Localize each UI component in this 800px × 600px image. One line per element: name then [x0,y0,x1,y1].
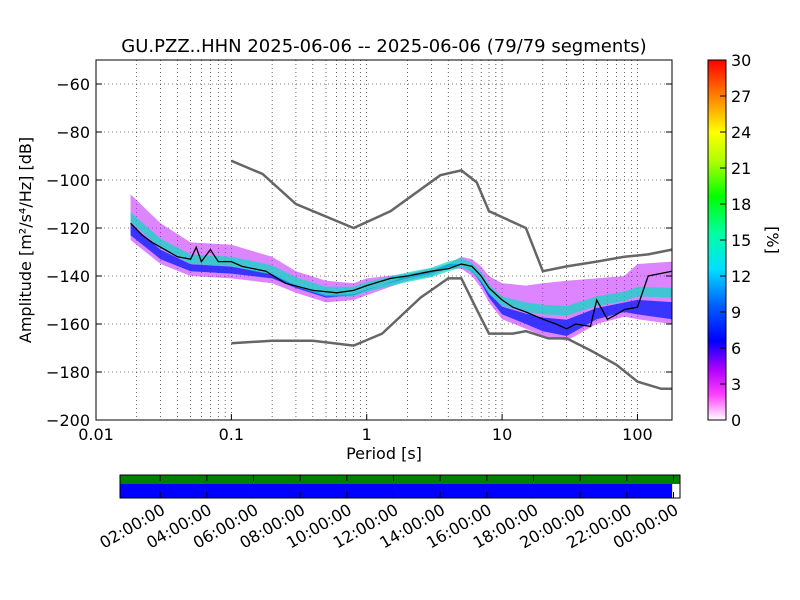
time-bar-frame [119,474,681,499]
x-tick-label: 1 [362,425,372,444]
x-tick-label: 10 [492,425,512,444]
colorbar-ticks: 0 3 6 9 12 15 18 21 24 27 30 [720,51,751,430]
x-tick-label: 0.01 [78,425,114,444]
x-tick-label: 0.1 [219,425,244,444]
colorbar-tick-label: 6 [731,339,741,358]
time-coverage-bar: 02:00:0004:00:0006:00:0008:00:0010:00:00… [96,474,682,552]
noise-model-line [230,159,673,273]
y-axis-label: Amplitude [m²/s⁴/Hz] [dB] [16,137,35,343]
noise-model-line [231,277,672,391]
colorbar-tick-label: 24 [731,123,751,142]
mean-psd-line [130,222,673,330]
y-tick-label: −160 [46,315,90,334]
colorbar: 0 3 6 9 12 15 18 21 24 27 30 [%] [707,51,782,430]
chart-title: GU.PZZ..HHN 2025-06-06 -- 2025-06-06 (79… [121,36,646,57]
colorbar-tick-label: 27 [731,87,751,106]
x-axis-label: Period [s] [346,444,422,463]
heatmap-mode-band [130,212,672,316]
y-axis: −200 −180 −160 −140 −120 −100 −80 −60 [46,75,672,430]
colorbar-tick-label: 21 [731,159,751,178]
x-axis: 0.01 0.1 1 10 100 [78,414,653,444]
processed-coverage-strip [120,484,673,498]
y-tick-label: −180 [46,363,90,382]
y-tick-label: −60 [56,75,90,94]
y-tick-label: −140 [46,267,90,286]
data-availability-strip [120,475,680,484]
colorbar-tick-label: 12 [731,267,751,286]
y-tick-label: −200 [46,411,90,430]
heatmap-band [130,194,672,341]
y-tick-label: −100 [46,171,90,190]
plot-frame [95,59,673,421]
colorbar-tick-label: 0 [731,411,741,430]
colorbar-tick-label: 18 [731,195,751,214]
colorbar-tick-label: 9 [731,303,741,322]
y-tick-label: −120 [46,219,90,238]
series-lines [130,159,673,391]
colorbar-label: [%] [763,226,782,254]
colorbar-tick-label: 3 [731,375,741,394]
colorbar-tick-label: 30 [731,51,751,70]
colorbar-tick-label: 15 [731,231,751,250]
y-tick-label: −80 [56,123,90,142]
x-tick-label: 100 [622,425,653,444]
